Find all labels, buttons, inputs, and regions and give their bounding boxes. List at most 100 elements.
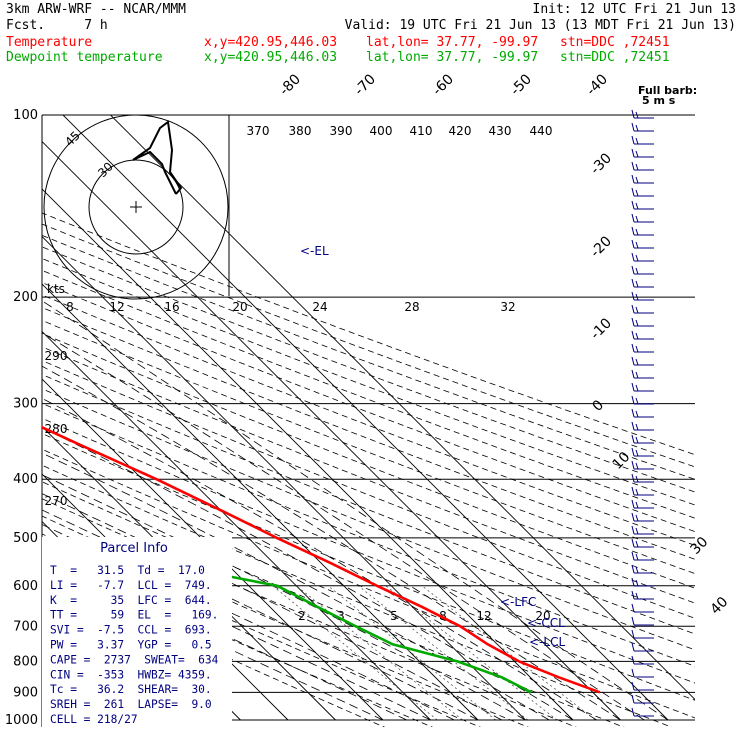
wind-barb-flag [631,668,635,678]
parcel-info-row: PW = 3.37 YGP = 0.5 [50,639,212,652]
level-annotation: <-LCL [529,635,565,649]
wind-barb-flag [635,410,639,418]
theta-label: 380 [289,124,312,138]
dry-adiabat [42,319,695,574]
wind-barb-flag [635,176,639,184]
isotherm-label: -80 [277,71,304,98]
hodo-speed-label: 20 [232,300,247,314]
theta-label: 290 [45,349,68,363]
wind-barb-flag [631,460,635,470]
wind-barb-flag [631,278,635,288]
dry-adiabat [42,246,695,493]
mixing-ratio-line [327,585,496,721]
wind-barb-flag [631,369,635,379]
dewpoint-profile [42,537,532,694]
wind-barb-flag [631,252,635,262]
wind-barb-flag [631,291,635,301]
dry-adiabat [42,269,695,519]
moist-adiabat [42,560,384,721]
wind-barb-flag [631,226,635,236]
hodo-speed-label: 32 [500,300,515,314]
wind-barb-flag [631,538,635,548]
pressure-label: 600 [13,579,38,594]
pressure-label: 100 [13,108,38,123]
wind-barb-flag [631,213,635,223]
theta-label: 400 [370,124,393,138]
dry-adiabat [42,498,577,727]
theta-label: 270 [45,494,68,508]
hodo-speed-label: 16 [164,300,179,314]
moist-adiabat [42,452,550,721]
wind-barb-flag [631,109,635,119]
wind-barb-flag [635,215,639,223]
isotherm-line [42,283,479,721]
wind-barb-flag [631,564,635,574]
wind-barb-flag [631,655,635,665]
wind-barb-flag [631,447,635,457]
mixing-ratio-label: 20 [535,609,550,623]
dry-adiabat [42,481,625,727]
hodo-ring-label: 30 [95,159,116,180]
barb-legend-value: 5 m s [642,94,676,107]
parcel-info-row: CELL = 218/27 [50,713,138,726]
wind-barb-flag [635,306,639,314]
wind-barb-flag [631,694,635,704]
wind-barb-flag [635,202,639,210]
parcel-info-row: SVI = -7.5 CCL = 693. [50,624,212,637]
dry-adiabat [42,448,695,719]
wind-barb-flag [635,189,639,197]
wind-barb-flag [631,707,635,717]
dry-adiabat [42,333,695,589]
wind-barb-flag [631,395,635,405]
isotherm-line [0,115,3,720]
wind-barb-flag [635,592,639,600]
init-time: Init: 12 UTC Fri 21 Jun 13 [532,2,737,17]
wind-barb-flag [635,241,639,249]
pressure-label: 900 [13,685,38,700]
pressure-label: 1000 [5,713,38,728]
hodo-units-label: kts [47,282,65,296]
wind-barb-flag [635,566,639,574]
hodo-speed-label: 24 [312,300,327,314]
moist-adiabat [42,365,621,721]
theta-label: 370 [247,124,270,138]
wind-barb-flag [631,317,635,327]
moist-adiabat [42,549,407,721]
pressure-label: 800 [13,654,38,669]
wind-barb-flag [635,163,639,171]
isotherm-line [42,140,621,721]
parcel-info-box [42,537,232,727]
dry-adiabat [42,223,695,468]
hodo-speed-label: 28 [404,300,419,314]
mixing-ratio-line [272,585,438,721]
parcel-info-row: Tc = 36.2 SHEAR= 30. [50,683,212,696]
wind-barb-flag [631,629,635,639]
wind-barb-flag [631,681,635,691]
wind-barb-flag [635,436,639,444]
wind-barb-flag [631,525,635,535]
wind-barb-flag [635,332,639,340]
isotherm-label: 10 [610,449,634,473]
wind-barb-flag [631,512,635,522]
wind-barb-flag [635,514,639,522]
dewpoint-legend-latlon: lat,lon= 37.77, -99.97 [366,50,539,65]
forecast-hour: Fcst. 7 h [6,18,108,33]
temperature-legend-name: Temperature [6,35,93,50]
hodo-ring [88,159,184,255]
wind-barb-flag [631,174,635,184]
wind-barb-flag [635,371,639,379]
wind-barb-flag [631,421,635,431]
parcel-info-row: CIN = -353 HWBZ= 4359. [50,668,212,681]
parcel-info-row: CAPE = 2737 SWEAT= 634 [50,653,219,666]
dewpoint-legend-xy: x,y=420.95,446.03 [204,50,338,65]
isotherm-label: -10 [588,315,615,342]
dry-adiabat [42,433,695,701]
wind-barb-flag [635,579,639,587]
dry-adiabat [42,417,695,684]
dewpoint-legend-name: Dewpoint temperature [6,50,163,65]
wind-barb-flag [631,603,635,613]
wind-barb-flag [631,265,635,275]
wind-barb-flag [635,293,639,301]
dewpoint-legend-stn: stn=DDC ,72451 [560,50,670,65]
wind-barb-flag [635,423,639,431]
